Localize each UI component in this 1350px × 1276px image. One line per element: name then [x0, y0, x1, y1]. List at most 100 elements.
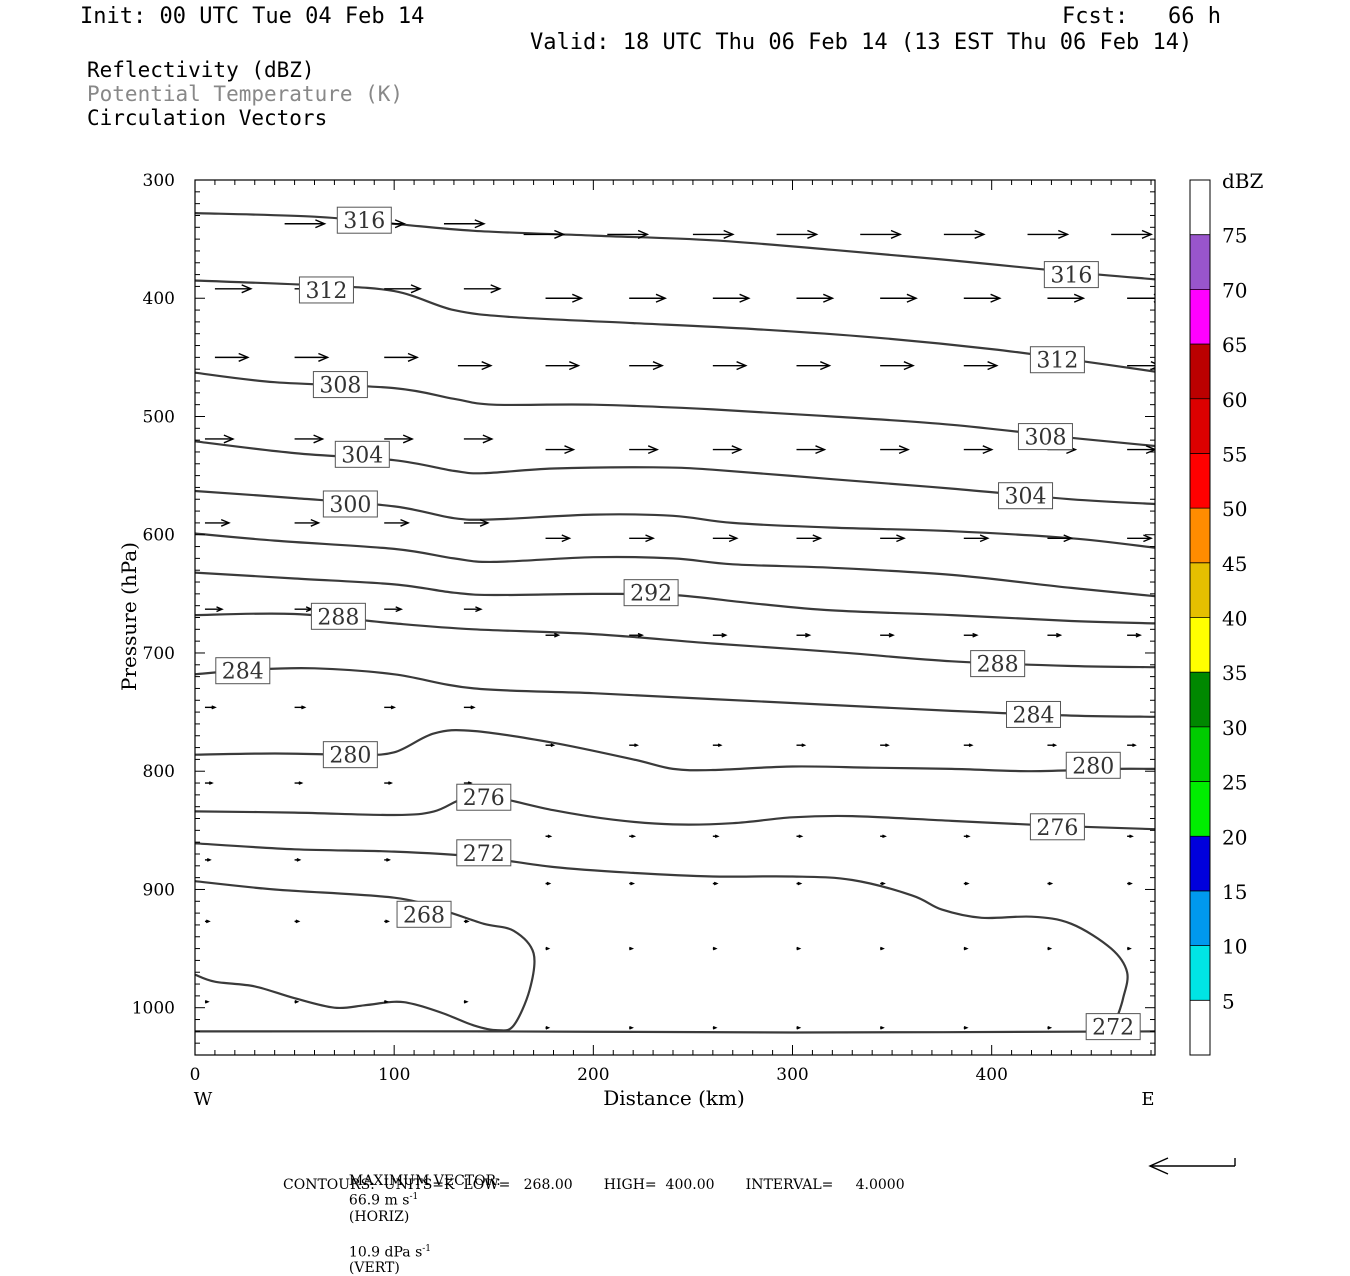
colorbar-label: 70 — [1222, 278, 1247, 302]
vector-head — [987, 361, 999, 371]
circulation-vector — [1047, 293, 1086, 303]
vector-head — [797, 881, 803, 886]
circulation-vector — [204, 919, 211, 924]
theta-contour-272 — [195, 842, 1129, 1018]
circulation-vector — [629, 1025, 634, 1030]
x-tick-label: 200 — [577, 1065, 609, 1085]
vector-head — [721, 632, 728, 638]
circulation-vector — [963, 743, 974, 748]
contour-label-308: 308 — [319, 374, 361, 399]
colorbar-label: 35 — [1222, 661, 1247, 685]
circulation-vector — [384, 781, 394, 785]
circulation-vector — [545, 946, 551, 951]
vector-head — [903, 361, 915, 371]
vector-head — [554, 632, 561, 638]
colorbar-label: 25 — [1222, 771, 1247, 795]
vector-head — [714, 834, 720, 839]
contour-label-280: 280 — [1072, 754, 1114, 779]
vector-head — [223, 434, 235, 444]
circulation-vector — [457, 361, 493, 371]
contour-label-316: 316 — [343, 209, 385, 234]
vector-head — [569, 361, 581, 371]
circulation-vector — [1047, 534, 1074, 543]
vector-head — [400, 518, 410, 527]
circulation-vector — [712, 361, 748, 371]
circulation-vector — [796, 534, 823, 543]
vector-head — [554, 229, 566, 239]
vector-head — [880, 946, 885, 951]
vector-head — [388, 781, 394, 785]
vector-head — [310, 518, 321, 527]
colorbar-label: 20 — [1222, 825, 1247, 849]
init-time: Init: 00 UTC Tue 04 Feb 14 — [80, 4, 425, 29]
contour-label-box — [396, 900, 452, 928]
theta-contour-300 — [195, 489, 1155, 549]
legend-reflectivity: Reflectivity (dBZ) — [87, 58, 315, 82]
circulation-vector — [204, 781, 214, 785]
vector-head — [1141, 229, 1153, 239]
circulation-vector — [463, 705, 476, 710]
contour-label-276: 276 — [463, 786, 505, 811]
vector-head — [728, 534, 739, 543]
cross-section-chart: 3163163123123083083043043002922882882842… — [117, 169, 1264, 1175]
contour-label-box — [456, 783, 512, 811]
vector-head — [1127, 946, 1132, 951]
vector-head — [572, 293, 584, 303]
vector-head — [238, 352, 250, 362]
circulation-vector — [294, 434, 325, 444]
colorbar-unit: dBZ — [1222, 169, 1264, 193]
vector-head — [241, 284, 253, 294]
circulation-vector — [776, 229, 819, 239]
circulation-vector — [860, 229, 902, 239]
horiz-value: 66.9 m s — [348, 1192, 410, 1209]
vector-head — [546, 881, 552, 886]
contour-label-box — [336, 206, 392, 234]
circulation-vector — [880, 834, 887, 839]
colorbar-swatch — [1190, 726, 1210, 782]
vector-head — [1129, 834, 1134, 839]
vector-head — [206, 858, 212, 862]
legend-circulation-vectors: Circulation Vectors — [87, 106, 328, 130]
vector-head — [736, 361, 748, 371]
colorbar-label: 5 — [1222, 989, 1235, 1013]
circulation-vector — [463, 999, 469, 1004]
vector-head — [963, 1025, 969, 1030]
vector-head — [564, 445, 576, 455]
vector-head — [630, 881, 636, 886]
circulation-vector — [629, 534, 656, 543]
colorbar-label: 50 — [1222, 497, 1247, 521]
x-tick-label: 400 — [975, 1065, 1007, 1085]
vector-head — [798, 834, 804, 839]
vector-head — [637, 632, 645, 638]
vector-head — [655, 293, 667, 303]
x-tick-label: 0 — [190, 1065, 201, 1085]
vector-head — [801, 743, 807, 748]
circulation-vector — [523, 229, 566, 239]
vector-head — [972, 632, 979, 638]
contour-label-box — [215, 657, 271, 685]
contour-label-288: 288 — [977, 653, 1019, 678]
vector-head — [723, 229, 735, 239]
circulation-vector — [545, 293, 584, 303]
circulation-vector — [712, 534, 739, 543]
horiz-unit: (HORIZ) — [348, 1208, 410, 1225]
circulation-vector — [1127, 946, 1132, 951]
vector-head — [395, 606, 404, 613]
contour-label-box — [1085, 1013, 1141, 1041]
vert-value: 10.9 dPa s — [348, 1244, 423, 1261]
circulation-vector — [963, 1025, 969, 1030]
vector-head — [1047, 1025, 1053, 1030]
circulation-vector — [384, 606, 404, 613]
vector-head — [1143, 534, 1153, 543]
contour-label-box — [322, 741, 378, 769]
vector-head — [739, 293, 751, 303]
colorbar-swatch — [1190, 508, 1210, 563]
circulation-vector — [712, 946, 718, 951]
y-tick-label: 900 — [143, 880, 175, 900]
contour-label-box — [1029, 346, 1085, 374]
circulation-vector — [294, 606, 314, 613]
contour-label-box — [1043, 261, 1099, 289]
circulation-vector — [880, 1025, 885, 1030]
contour-label-box — [312, 371, 368, 399]
colorbar-swatch — [1190, 1000, 1210, 1055]
